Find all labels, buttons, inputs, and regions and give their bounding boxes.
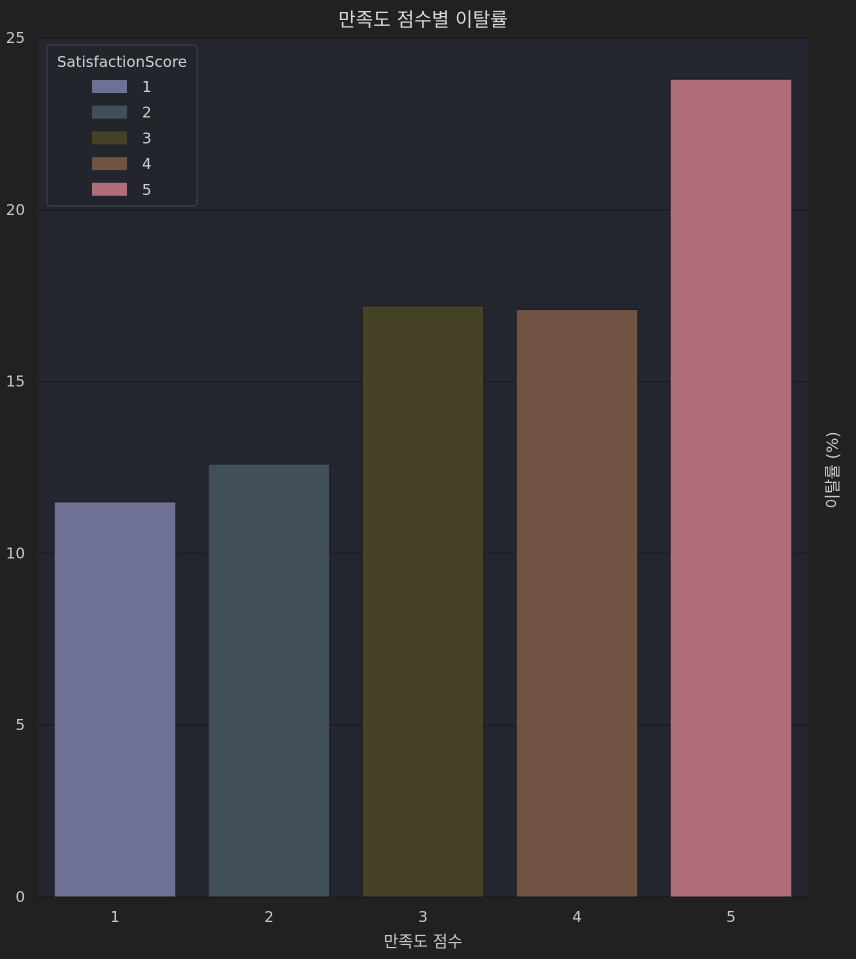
legend-label: 3 — [142, 129, 152, 147]
y-tick-label: 5 — [15, 716, 25, 734]
y-axis-title: 이탈률 (%) — [823, 432, 842, 509]
bar-5 — [669, 78, 793, 898]
y-axis-ticks: 0 5 10 15 20 25 — [6, 29, 25, 906]
x-tick-label: 1 — [110, 908, 120, 926]
y-tick-label: 15 — [6, 373, 25, 391]
legend-box — [46, 44, 198, 207]
y-tick-label: 20 — [6, 201, 25, 219]
x-tick-label: 2 — [264, 908, 274, 926]
bar-3 — [361, 305, 485, 898]
legend-swatch — [92, 157, 127, 171]
legend: SatisfactionScore 1 2 3 4 5 — [46, 44, 198, 207]
bars — [53, 78, 793, 898]
x-tick-label: 3 — [418, 908, 428, 926]
x-tick-label: 5 — [726, 908, 736, 926]
legend-swatch — [92, 131, 127, 145]
x-axis-ticks: 1 2 3 4 5 — [110, 908, 736, 926]
legend-label: 1 — [142, 78, 152, 96]
x-axis-title: 만족도 점수 — [384, 932, 463, 951]
chart-title: 만족도 점수별 이탈률 — [338, 9, 507, 31]
bar-2 — [207, 463, 331, 898]
legend-entries: 1 2 3 4 5 — [92, 78, 152, 199]
legend-label: 4 — [142, 155, 152, 173]
legend-swatch — [92, 182, 127, 196]
legend-title: SatisfactionScore — [57, 53, 187, 71]
bar-1 — [53, 501, 177, 898]
legend-label: 5 — [142, 181, 152, 199]
bar-4 — [515, 308, 639, 898]
y-tick-label: 10 — [6, 544, 25, 562]
legend-label: 2 — [142, 104, 152, 122]
x-tick-label: 4 — [572, 908, 582, 926]
legend-swatch — [92, 105, 127, 119]
y-tick-label: 0 — [15, 888, 25, 906]
legend-swatch — [92, 80, 127, 93]
y-tick-label: 25 — [6, 29, 25, 47]
